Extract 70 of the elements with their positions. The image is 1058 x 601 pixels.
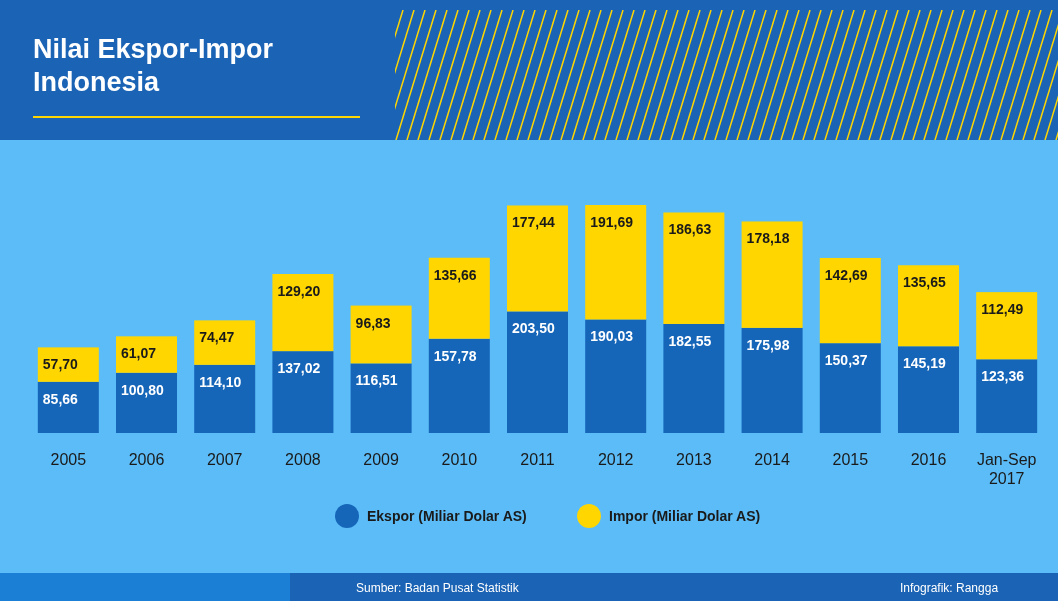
bar — [741, 221, 803, 328]
bar — [350, 363, 412, 433]
data-label: 100,80 — [121, 381, 165, 398]
chart-title: Nilai Ekspor-Impor Indonesia — [33, 34, 274, 97]
bar — [976, 359, 1038, 433]
data-label: 85,66 — [42, 390, 79, 407]
x-tick-label: 2013 — [676, 451, 712, 468]
bar — [116, 372, 178, 433]
x-tick-label: 2010 — [441, 451, 478, 468]
data-label: 191,69 — [590, 214, 634, 230]
bar — [116, 336, 178, 373]
bar — [428, 338, 490, 433]
bar — [194, 320, 256, 365]
data-label: 112,49 — [981, 301, 1024, 318]
bar — [585, 319, 647, 433]
bar — [585, 205, 647, 320]
x-tick-label: 2008 — [285, 451, 321, 468]
data-label: 116,51 — [355, 372, 398, 389]
x-tick-label: 2009 — [363, 451, 399, 468]
data-label: 157,78 — [433, 347, 477, 364]
bar — [507, 311, 568, 433]
data-label: 175,98 — [746, 336, 790, 353]
legend-label: Impor (Miliar Dolar AS) — [609, 508, 761, 524]
bar — [663, 212, 725, 324]
bar — [428, 257, 490, 339]
data-label: 177,44 — [512, 214, 556, 231]
data-label: 74,47 — [199, 329, 235, 346]
data-label: 135,66 — [433, 266, 477, 283]
x-tick-label: 2016 — [910, 451, 947, 468]
bar — [819, 257, 881, 344]
data-label: 182,55 — [668, 332, 712, 349]
bar — [663, 323, 725, 433]
bar — [350, 305, 412, 364]
bar — [194, 364, 256, 433]
x-tick-label: 2005 — [50, 451, 87, 468]
data-label: 123,36 — [981, 368, 1025, 385]
legend-label: Ekspor (Miliar Dolar AS) — [367, 508, 527, 524]
data-label: 61,07 — [121, 345, 157, 362]
data-label: 203,50 — [512, 320, 556, 337]
x-tick-label: 2006 — [128, 451, 165, 468]
bar — [819, 343, 881, 433]
data-label: 57,70 — [42, 356, 79, 373]
bar — [272, 351, 334, 433]
x-tick-label: 2007 — [206, 451, 243, 468]
data-label: 190,03 — [590, 328, 634, 345]
data-label: 186,63 — [668, 221, 712, 238]
x-tick-label: 2015 — [832, 451, 869, 468]
data-label: 142,69 — [824, 266, 868, 283]
data-label: 137,02 — [277, 360, 321, 377]
data-label: 96,83 — [355, 314, 391, 331]
x-tick-label: Jan-Sep 2017 — [976, 451, 1037, 487]
bar — [741, 327, 803, 433]
data-label: 178,18 — [746, 230, 790, 247]
data-label: 114,10 — [199, 373, 242, 390]
data-label: 135,65 — [902, 274, 947, 291]
text: Infografik: Rangga — [900, 581, 999, 595]
x-tick-label: 2011 — [520, 451, 555, 468]
bar — [897, 346, 959, 433]
text: Sumber: Badan Pusat Statistik — [356, 581, 520, 595]
bar — [272, 273, 334, 352]
x-tick-label: 2012 — [597, 451, 634, 468]
x-tick-label: 2014 — [754, 451, 790, 468]
bar — [976, 292, 1038, 360]
bar — [37, 381, 99, 433]
data-label: 145,19 — [902, 355, 947, 372]
data-label: 150,37 — [824, 352, 868, 369]
bar — [507, 205, 568, 312]
bar — [37, 347, 99, 382]
data-label: 129,20 — [277, 282, 321, 299]
bar — [897, 265, 959, 347]
